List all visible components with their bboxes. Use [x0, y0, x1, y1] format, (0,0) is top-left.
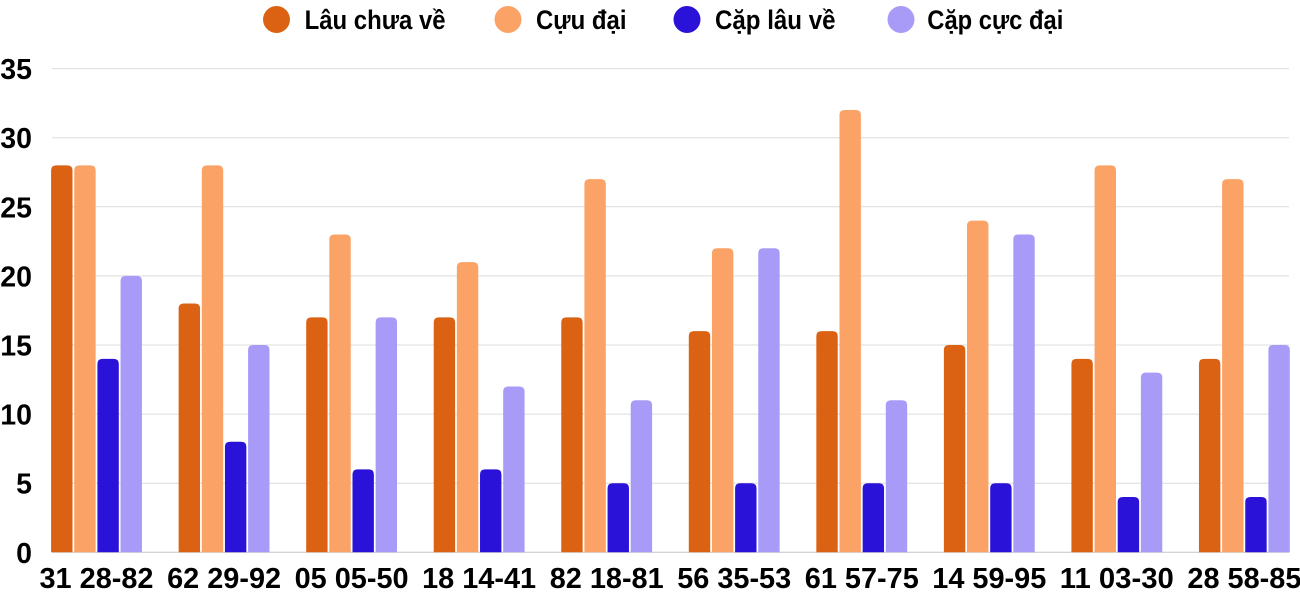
svg-text:0: 0	[16, 538, 32, 570]
svg-text:Cặp lâu về: Cặp lâu về	[715, 5, 836, 35]
svg-text:Cặp cực đại: Cặp cực đại	[927, 5, 1063, 35]
svg-text:11 03-30: 11 03-30	[1060, 563, 1174, 595]
svg-text:61 57-75: 61 57-75	[805, 563, 919, 595]
svg-text:31 28-82: 31 28-82	[40, 563, 154, 595]
svg-text:25: 25	[0, 192, 32, 224]
svg-text:14 59-95: 14 59-95	[932, 563, 1046, 595]
svg-text:10: 10	[0, 400, 32, 432]
svg-text:Lâu chưa về: Lâu chưa về	[305, 5, 446, 35]
svg-text:05 05-50: 05 05-50	[295, 563, 409, 595]
svg-text:62 29-92: 62 29-92	[167, 563, 281, 595]
svg-text:28 58-85: 28 58-85	[1187, 563, 1300, 595]
svg-text:56 35-53: 56 35-53	[677, 563, 791, 595]
svg-text:5: 5	[16, 469, 32, 501]
svg-text:30: 30	[0, 123, 32, 155]
svg-text:35: 35	[0, 54, 32, 86]
svg-text:20: 20	[0, 261, 32, 293]
svg-text:82 18-81: 82 18-81	[550, 563, 664, 595]
svg-text:18 14-41: 18 14-41	[422, 563, 536, 595]
svg-text:Cựu đại: Cựu đại	[536, 5, 627, 35]
svg-text:15: 15	[0, 331, 32, 363]
